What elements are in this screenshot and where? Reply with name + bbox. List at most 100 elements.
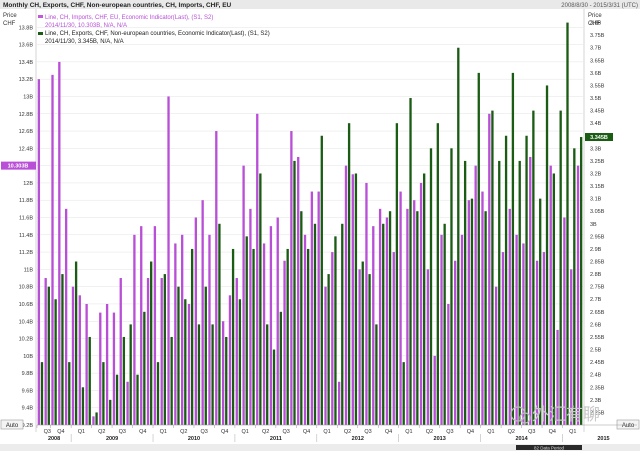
bar-imports [324,286,327,425]
bar-imports [529,156,532,425]
right-tick-label: 3.5B [590,96,602,102]
bar-exports [61,274,64,425]
bar-exports [95,412,98,425]
bar-imports [153,226,157,425]
bar-exports [252,248,255,425]
x-quarter-label: Q2 [180,429,187,435]
window-title: Monthly CH, Exports, CHF, Non-european c… [3,2,232,9]
bar-imports [549,165,552,425]
bar-imports [378,208,382,425]
bar-exports [354,173,358,425]
bar-exports [457,47,460,426]
bar-exports [279,311,283,425]
left-last-badge [1,161,36,170]
left-axis-ticks: 9.2B 9.4B 9.6B 9.8B 10B 10.2B 10.4B 10.6B 10.8B 1… [19,25,34,429]
bar-imports [494,286,498,425]
bar-imports [105,303,109,425]
bar-exports [197,324,201,425]
right-tick-label: 2.65B [590,310,605,316]
bar-exports [436,123,439,425]
right-tick-label: 3.45B [590,109,605,115]
bar-imports [256,113,259,425]
bar-exports [68,362,71,425]
left-tick-label: 10B [23,354,33,360]
bar-exports [545,85,549,426]
bar-exports [491,110,494,425]
bar-imports [71,286,75,425]
x-quarter-label: Q2 [262,429,269,435]
bar-imports [310,191,314,425]
right-tick-label: 2.35B [590,385,605,391]
bar-exports [470,198,474,425]
x-quarter-label: Q3 [44,429,51,435]
bar-exports [423,173,426,425]
x-axis: Q3 Q4 Q1 Q2 Q3 Q4 Q1 Q2 Q3 Q4 Q1 Q2 Q3 Q4 Q1 Q2 Q3 Q4 Q1 Q2… [36,424,637,442]
bar-exports [115,374,119,425]
left-tick-label: 13.8B [19,25,34,31]
bar-imports [201,200,204,425]
bar-exports [443,223,446,425]
bar-exports [552,173,556,425]
bar-exports [382,223,385,425]
bar-exports [361,261,364,425]
left-axis-unit: CHF [3,21,16,27]
left-tick-label: 9.2B [22,423,34,429]
bar-exports [177,286,180,425]
bar-imports [331,252,334,425]
right-auto-button[interactable] [616,419,640,430]
left-axis-panel [0,9,36,432]
bar-exports [286,248,289,425]
x-quarter-label: Q3 [282,429,289,435]
left-tick-label: 11B [24,267,34,273]
watermark: 外汇有聊 [510,405,600,424]
bar-exports [238,299,242,425]
left-tick-label: 13B [23,94,33,100]
bar-imports [570,269,573,425]
left-tick-label: 12.6B [19,129,34,135]
bar-imports [208,234,211,425]
x-year-label: 2015 [597,436,609,442]
left-auto-button[interactable] [0,419,24,430]
x-year-label: 2013 [434,436,446,442]
x-year-label: 2012 [352,436,364,442]
right-tick-label: 3.7B [590,46,602,52]
right-tick-label: 3.25B [590,159,605,165]
x-quarter-label: Q4 [549,429,556,435]
bar-imports [535,260,539,425]
bar-exports [245,236,248,425]
x-year-label: 2009 [106,436,118,442]
bar-imports [242,165,245,425]
right-auto-label: Auto [622,423,635,429]
bar-imports [337,381,341,425]
bar-exports [375,324,378,425]
right-tick-label: 2.85B [590,260,605,266]
right-tick-label: 2.8B [590,272,602,278]
bar-imports [419,182,423,425]
x-year-label: 2014 [515,436,528,442]
bar-exports [259,173,262,425]
bar-imports [440,234,443,425]
bar-imports [235,278,238,425]
bar-imports [78,295,81,425]
bar-imports [269,226,273,425]
bar-exports [532,110,535,425]
left-tick-label: 13.4B [19,60,34,66]
bar-imports [297,156,300,425]
left-tick-label: 10.4B [19,319,34,325]
left-tick-label: 9.8B [22,371,34,377]
bar-exports [266,324,269,425]
right-tick-label: 2.55B [590,335,605,341]
bar-imports [194,217,197,425]
left-tick-label: 12.4B [19,146,34,152]
bar-exports [218,223,221,425]
bar-exports [341,223,344,425]
bar-exports [306,248,310,425]
bar-exports [463,160,467,425]
legend: Line, CH, Imports, CHF, EU, Economic Ind… [38,15,270,45]
left-tick-label: 13.2B [19,77,34,83]
x-year-label: 2008 [48,436,60,442]
bar-imports [140,226,143,425]
bar-exports [402,362,405,425]
bar-exports [573,148,576,426]
right-tick-label: 2.25B [590,410,605,416]
